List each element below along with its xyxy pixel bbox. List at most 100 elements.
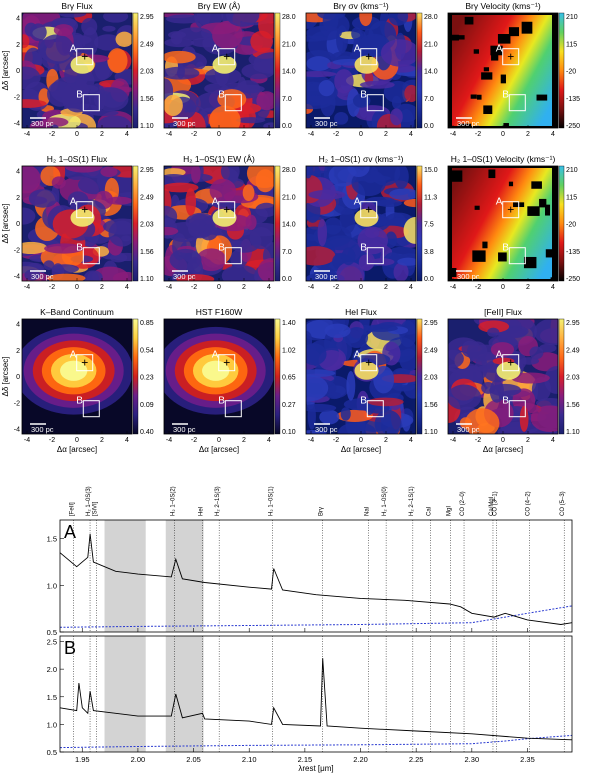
x-tick-label: -4 — [24, 131, 30, 138]
aperture-box-a — [360, 354, 378, 372]
line-label: H₂ 1–0S(1) — [269, 486, 275, 516]
aperture-box-a — [218, 201, 236, 219]
panel-title: HST F160W — [196, 307, 243, 317]
colorbar — [558, 318, 565, 435]
aperture-label-a: A — [70, 197, 77, 208]
colorbar-tick: 0.54 — [140, 347, 154, 354]
aperture-box-b — [82, 94, 100, 112]
x-tick-label: 2 — [242, 437, 246, 444]
x-tick-label: -2 — [49, 131, 55, 138]
colorbar-tick: -20 — [566, 222, 576, 229]
colorbar-tick: 1.40 — [282, 320, 296, 327]
scale-bar-label: 300 pc — [457, 272, 480, 281]
map-image — [164, 13, 274, 128]
aperture-box-a — [360, 201, 378, 219]
model-spectrum — [59, 734, 573, 749]
colorbar-tick: -20 — [566, 69, 576, 76]
panel-title: [FeII] Flux — [484, 307, 523, 317]
colorbar — [416, 12, 423, 129]
y-tick-label: 1.5 — [47, 535, 57, 544]
x-tick-label: -4 — [450, 131, 456, 138]
x-axis-label: λrest [μm] — [298, 764, 333, 773]
x-tick-label: 2 — [100, 131, 104, 138]
aperture-label-a: A — [496, 44, 503, 55]
y-tick-label: 0 — [16, 221, 20, 228]
x-tick-label: -4 — [308, 131, 314, 138]
x-tick-label: 4 — [551, 131, 555, 138]
map-panel: H₂ 1–0S(1) σv (kms⁻¹) A B +300 pc 15.0 11.3 7.… — [305, 154, 438, 291]
x-tick-label: 0 — [75, 131, 79, 138]
x-tick-label: 2 — [384, 131, 388, 138]
line-label: H₂ 1–0S(2) — [171, 486, 177, 516]
aperture-label-a: A — [212, 44, 219, 55]
x-tick-label: 2.35 — [520, 755, 535, 764]
aperture-label-a: A — [354, 350, 361, 361]
x-tick-label: -2 — [191, 437, 197, 444]
colorbar-tick: 115 — [566, 41, 577, 48]
scale-bar-label: 300 pc — [315, 425, 338, 434]
spectrum-panel-label: A — [64, 522, 76, 542]
y-tick-label: -2 — [14, 247, 20, 254]
aperture-label-b: B — [360, 90, 367, 101]
aperture-label-a: A — [496, 197, 503, 208]
aperture-label-b: B — [502, 90, 509, 101]
aperture-label-b: B — [76, 90, 83, 101]
x-tick-label: 2 — [100, 284, 104, 291]
map-panel: HST F160W A B +300 pc 1.40 1.02 0.65 0.27 0.10 -4… — [163, 307, 296, 454]
telluric-region — [165, 520, 204, 632]
aperture-label-a: A — [70, 44, 77, 55]
aperture-box-a — [502, 201, 520, 219]
colorbar-tick: 2.03 — [566, 375, 580, 382]
aperture-box-a — [360, 48, 378, 66]
colorbar-tick: 0.85 — [140, 320, 154, 327]
x-tick-label: 2 — [384, 437, 388, 444]
x-tick-label: 2 — [100, 437, 104, 444]
line-label: HeI — [198, 506, 204, 516]
spectrum-panel: B 0.5 1.0 1.5 2.0 2.5 — [47, 635, 573, 757]
map-image — [22, 166, 132, 281]
aperture-label-a: A — [496, 350, 503, 361]
colorbar-tick: 2.49 — [140, 41, 154, 48]
x-tick-label: -2 — [475, 284, 481, 291]
scale-bar-label: 300 pc — [315, 119, 338, 128]
x-tick-label: 4 — [409, 284, 413, 291]
colorbar — [416, 318, 423, 435]
x-tick-label: -2 — [191, 284, 197, 291]
colorbar — [132, 12, 139, 129]
aperture-box-b — [82, 400, 100, 418]
aperture-box-b — [82, 247, 100, 265]
line-label: MgI — [447, 506, 453, 516]
colorbar-tick: 0.0 — [424, 123, 434, 130]
line-label: CO (3–1) — [492, 491, 498, 516]
colorbar — [558, 165, 565, 282]
colorbar-tick: 1.56 — [566, 402, 580, 409]
x-axis-label: Δα [arcsec] — [483, 445, 523, 454]
y-tick-label: 0.5 — [47, 748, 57, 757]
aperture-box-a — [502, 354, 520, 372]
aperture-box-b — [508, 94, 526, 112]
scale-bar-label: 300 pc — [457, 119, 480, 128]
colorbar-tick: 2.95 — [140, 167, 154, 174]
colorbar-tick: 28.0 — [424, 14, 438, 21]
colorbar — [132, 165, 139, 282]
nucleus-marker: + — [81, 50, 88, 64]
nucleus-marker: + — [507, 50, 514, 64]
map-panel: H₂ 1–0S(1) Velocity (kms⁻¹) A B +300 pc 210 1… — [447, 154, 580, 291]
y-tick-label: 2 — [16, 195, 20, 202]
x-tick-label: -4 — [450, 284, 456, 291]
aperture-box-b — [224, 94, 242, 112]
x-axis-label: Δα [arcsec] — [57, 445, 97, 454]
map-panel: HeI Flux A B +300 pc 2.95 2.49 2.03 1.56 1.10 -4 -… — [305, 307, 438, 454]
map-panel: Brγ EW (Å) A B +300 pc 28.0 21.0 14.0 7.0 0.0 -4 -… — [163, 1, 296, 138]
model-spectrum — [59, 605, 573, 628]
colorbar-tick: 14.0 — [282, 69, 296, 76]
x-tick-label: 4 — [551, 284, 555, 291]
x-tick-label: -2 — [475, 437, 481, 444]
aperture-box-a — [502, 48, 520, 66]
colorbar — [274, 12, 281, 129]
colorbar-tick: -250 — [566, 123, 580, 130]
colorbar-tick: 0.0 — [282, 123, 292, 130]
map-image — [22, 13, 132, 128]
x-tick-label: -2 — [49, 284, 55, 291]
